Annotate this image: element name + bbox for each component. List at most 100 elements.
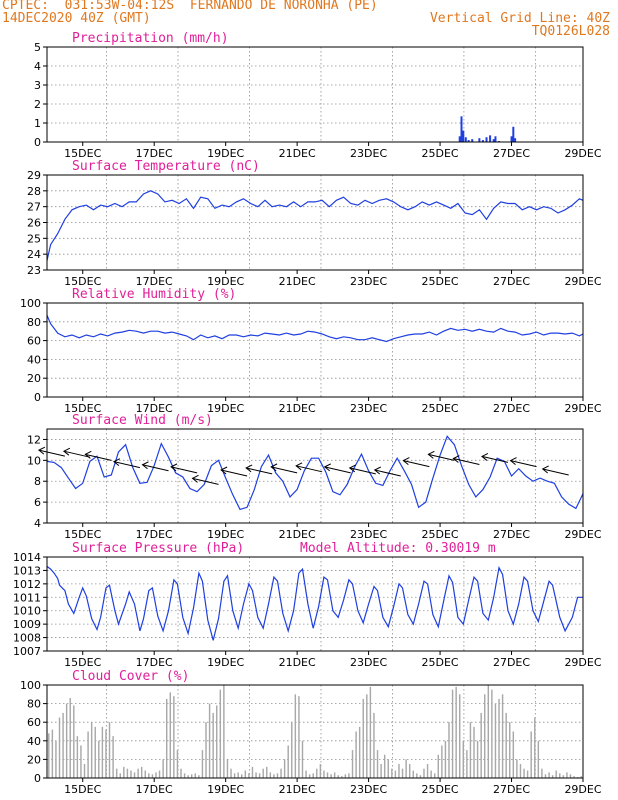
cloud-bar [105,729,107,778]
cloud-bar [437,754,439,778]
cloud-bar [48,733,50,778]
cloud-ytick-label: 40 [27,735,41,748]
wind-vector [453,458,480,465]
cloud-bar [208,703,211,778]
cloud-bar [405,759,407,778]
temp-xtick-label: 27DEC [493,275,530,288]
cloud-bar [491,689,493,778]
pressure-series-line [46,565,583,641]
cloud-xtick-label: 15DEC [64,783,101,796]
temp-series-line [46,190,584,261]
wind-vector-head [348,464,356,473]
cloud-bar [130,770,132,778]
wind-frame [46,428,584,524]
cloud-bar [516,759,518,778]
cloud-xtick-label: 25DEC [422,783,459,796]
wind-vector-head [402,457,410,465]
wind-xtick-label: 23DEC [350,528,387,541]
cloud-xtick-label: 21DEC [279,783,316,796]
cloud-bar [108,722,111,778]
cloud-bar [566,772,568,778]
precip-xtick-label: 29DEC [564,147,601,160]
wind-vector-head [112,458,121,467]
cloud-bar [366,694,368,778]
cloud-bar [509,722,511,778]
pressure-xtick-label: 27DEC [493,656,530,669]
cloud-bar [187,775,189,778]
precip-xtick-label: 25DEC [422,147,459,160]
pressure-ytick-label: 1011 [13,591,41,604]
wind-vector-head [245,464,253,473]
wind-vector [296,465,323,473]
cloud-bar [144,770,146,778]
cloud-bar [269,772,272,778]
wind-vector-head [452,455,460,463]
wind-vector [142,464,169,472]
temp-ytick-label: 24 [27,248,41,261]
wind-vector [349,467,376,475]
cloud-frame [46,684,584,779]
wind-vector-head [62,447,71,456]
cloud-bar [362,698,364,778]
rh-ytick-label: 0 [34,391,41,404]
cloud-bar [212,712,214,778]
cloud-title: Cloud Cover (%) [72,669,189,684]
wind-vector [63,450,90,458]
cloud-bar [191,774,193,778]
cloud-bar [280,768,282,778]
temp-ytick-label: 23 [27,264,41,277]
cloud-bar [383,754,386,778]
precip-xtick-label: 27DEC [493,147,530,160]
cloud-ytick-label: 60 [27,716,41,729]
wind-vector [428,453,455,461]
cloud-bar [480,712,482,778]
rh-xtick-label: 21DEC [279,402,316,415]
cloud-bar [112,736,114,778]
wind-series-line [46,435,584,511]
cloud-bar [233,773,236,778]
cloud-bar [258,773,261,778]
precip-ytick-label: 5 [34,41,41,54]
wind-ytick-label: 8 [34,475,41,488]
cloud-bar [580,776,582,778]
cloud-bar [555,770,557,778]
temp-ytick-label: 28 [27,185,41,198]
cloud-bar [341,776,343,778]
cloud-bar [433,773,436,778]
cloud-bar [559,773,561,778]
cloud-bar [244,770,247,778]
cloud-bar [444,740,447,778]
cloud-bar [462,740,465,778]
cloud-xtick-label: 27DEC [493,783,530,796]
cloud-bar [148,773,150,778]
wind-vector-head [295,462,303,471]
precip-title: Precipitation (mm/h) [72,31,229,46]
cloud-bar [333,772,336,778]
cloud-bar [469,722,472,778]
cloud-bar [183,773,186,778]
cloud-bar [219,689,222,778]
cloud-bar [487,685,490,778]
cloud-bar [198,775,200,778]
header-grid-note: Vertical Grid Line: 40Z [429,11,610,26]
cloud-bar [455,686,457,778]
cloud-bar [126,768,129,778]
temp-xtick-label: 17DEC [136,275,173,288]
wind-vector [246,467,273,475]
wind-vector-head [427,450,435,459]
cloud-bar [426,764,429,778]
cloud-bar [387,759,389,778]
rh-xtick-label: 29DEC [564,402,601,415]
cloud-bar [348,773,350,778]
cloud-bar [355,731,357,778]
cloud-bar [569,774,572,778]
wind-vector [85,453,112,461]
cloud-ytick-label: 100 [20,679,41,692]
precip-bar [485,137,488,142]
cloud-bar [133,772,136,778]
cloud-bar [548,772,550,778]
precip-bar [460,116,463,142]
pressure-ytick-label: 1010 [13,605,41,618]
temp-xtick-label: 29DEC [564,275,601,288]
